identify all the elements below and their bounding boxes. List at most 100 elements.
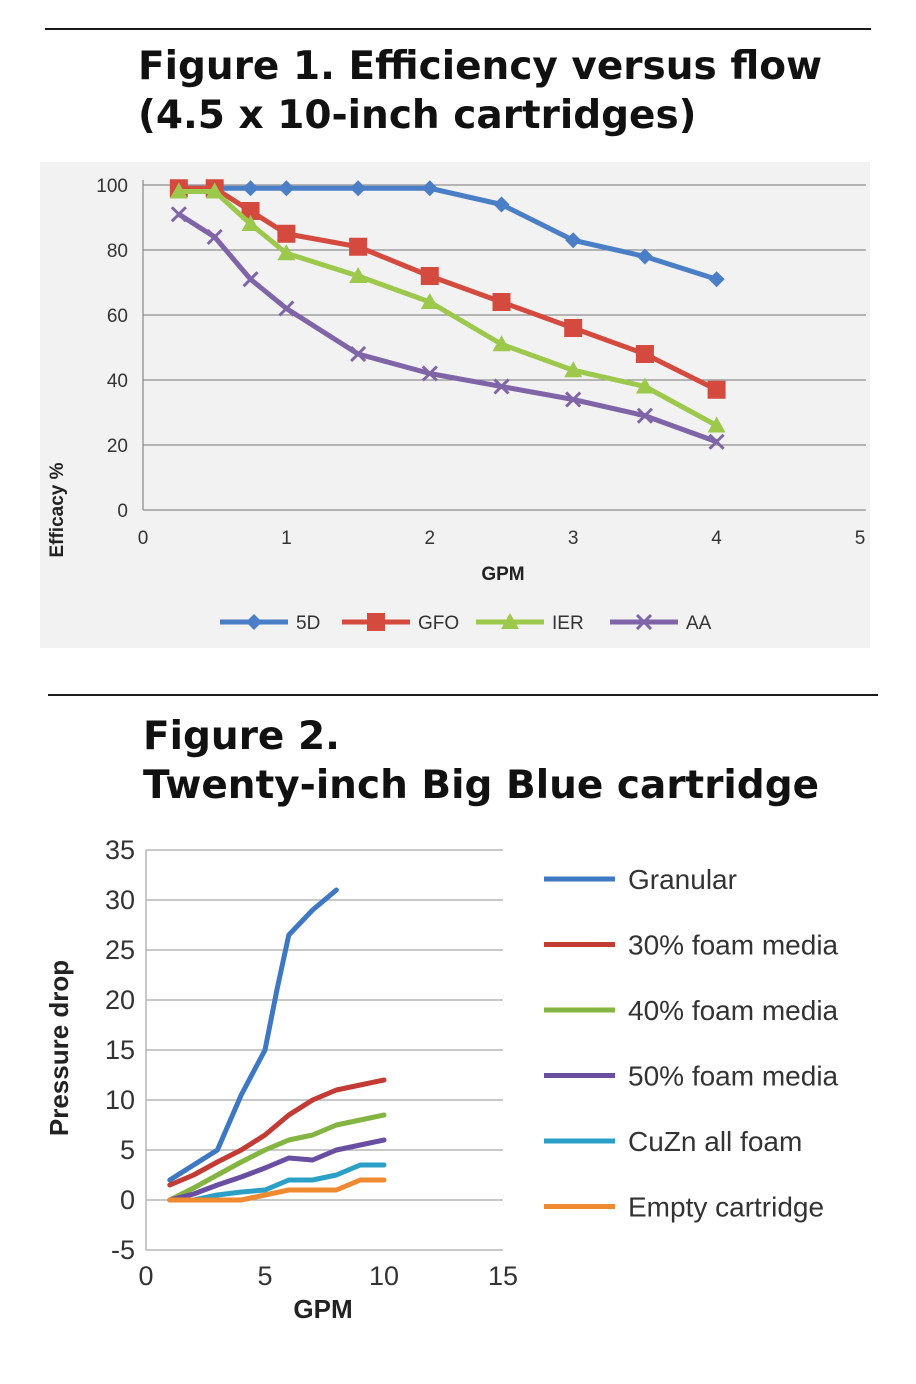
chart2-legend-empty-cartridge-label: Empty cartridge xyxy=(628,1192,824,1223)
chart2-xlabel: GPM xyxy=(293,1294,352,1324)
chart1-series-ier-point-5 xyxy=(420,293,439,309)
chart2-ytick-label-1: 0 xyxy=(120,1185,135,1215)
chart1-series-aa-point-4 xyxy=(350,345,367,363)
chart2-xtick-label-0: 0 xyxy=(138,1261,153,1291)
chart2-legend-40-foam-media-label: 40% foam media xyxy=(628,995,839,1026)
chart1-series-aa-point-3-stroke-b xyxy=(278,300,295,317)
chart2-series-30-foam-media-line xyxy=(167,1077,387,1188)
chart1-series-5d-point-7 xyxy=(565,232,582,249)
chart1-series-aa-point-1-stroke-b xyxy=(206,228,223,246)
chart1-ytick-label-3: 60 xyxy=(107,306,128,327)
chart1-series-gfo-point-4 xyxy=(349,237,368,256)
chart1-series-aa-point-4-stroke-b xyxy=(350,345,367,363)
chart1-series-5d-point-6 xyxy=(493,196,510,213)
chart2-ytick-label-7: 30 xyxy=(105,885,135,915)
chart1-series-gfo-point-8 xyxy=(635,345,654,363)
chart2-series-granular-line xyxy=(167,887,339,1183)
chart1-legend-aa-marker xyxy=(635,613,653,631)
chart2-xtick-label-2: 10 xyxy=(369,1261,399,1291)
chart1-ytick-label-5: 100 xyxy=(96,176,128,197)
chart1-legend-ier-marker xyxy=(501,613,519,629)
chart2-ytick-label-8: 35 xyxy=(105,835,135,865)
chart2-xtick-label-3: 15 xyxy=(488,1261,518,1291)
chart1-series-aa-point-7 xyxy=(565,391,582,408)
chart2-ytick-label-6: 25 xyxy=(105,935,135,965)
chart1-series-aa-line xyxy=(177,212,718,445)
middle-rule xyxy=(48,694,878,696)
figure2-title-line2: Twenty-inch Big Blue cartridge xyxy=(143,763,820,808)
chart1-series-5d-line xyxy=(178,185,718,282)
chart1-legend-gfo-marker xyxy=(367,613,385,631)
chart1-xtick-label-5: 5 xyxy=(855,528,866,549)
figure1-efficiency-chart: 0 20 40 60 80 100 0 1 2 3 4 5 Efficacy % GPM 5D GFO I… xyxy=(40,162,870,648)
chart2-legend-50-foam-media-label: 50% foam media xyxy=(628,1061,839,1092)
chart1-series-5d-point-5 xyxy=(421,180,438,197)
chart1-series-gfo-point-3 xyxy=(277,224,296,243)
top-rule xyxy=(45,28,871,30)
chart1-series-gfo-point-2 xyxy=(241,202,260,220)
chart1-legend-ier-label: IER xyxy=(552,613,584,634)
chart1-legend-gfo-label: GFO xyxy=(418,613,459,634)
chart1-series-5d-point-4 xyxy=(350,180,367,197)
chart1-series-gfo-line xyxy=(178,185,718,392)
chart2-legend-30-foam-media-label: 30% foam media xyxy=(628,930,839,961)
chart1-series-ier-point-4 xyxy=(349,267,368,283)
chart2-ytick-label-5: 20 xyxy=(105,985,135,1015)
chart1-series-ier-line xyxy=(178,189,718,428)
chart1-series-aa-point-5-stroke-b xyxy=(421,365,438,382)
chart1-series-gfo-point-6 xyxy=(492,293,511,311)
chart1-xtick-label-4: 4 xyxy=(711,528,722,549)
chart1-series-ier-point-1 xyxy=(205,182,224,199)
chart2-ylabel: Pressure drop xyxy=(44,960,74,1136)
chart1-series-ier-point-6 xyxy=(492,335,511,352)
chart1-series-aa-point-6 xyxy=(493,378,510,395)
chart2-ytick-label-3: 10 xyxy=(105,1085,135,1115)
chart1-series-ier-point-3 xyxy=(277,244,296,261)
chart1-legend-5d-label: 5D xyxy=(296,613,320,634)
chart1-series-gfo-point-7 xyxy=(564,319,583,337)
chart2-ytick-label-4: 15 xyxy=(105,1035,135,1065)
chart1-xtick-label-2: 2 xyxy=(425,528,436,549)
chart1-ytick-label-1: 20 xyxy=(107,436,128,457)
chart1-series-5d-point-2 xyxy=(242,180,259,197)
chart1-background xyxy=(40,162,870,648)
chart1-ytick-label-4: 80 xyxy=(107,241,128,262)
figure1-title: Figure 1. Efficiency versus flow (4.5 x … xyxy=(138,42,822,140)
chart1-xtick-label-0: 0 xyxy=(138,528,149,549)
chart1-series-aa-point-9-stroke-b xyxy=(708,433,725,450)
chart1-series-ier-point-9 xyxy=(707,416,726,433)
chart1-xtick-label-1: 1 xyxy=(281,528,292,549)
chart1-series-aa-point-2 xyxy=(242,271,259,288)
chart2-ytick-label-2: 5 xyxy=(120,1135,135,1165)
chart2-series-40-foam-media-line xyxy=(167,1112,387,1203)
chart1-legend-aa-marker-stroke-b xyxy=(635,613,653,631)
figure1-title-line1: Figure 1. Efficiency versus flow xyxy=(138,44,823,89)
chart1-series-aa-point-8-stroke-b xyxy=(636,407,653,424)
chart1-series-aa-point-8 xyxy=(636,407,653,424)
chart1-ytick-label-0: 0 xyxy=(117,501,128,522)
chart1-xlabel: GPM xyxy=(481,564,524,585)
chart2-series-50-foam-media-line xyxy=(167,1137,387,1203)
chart1-series-aa-point-2-stroke-b xyxy=(242,271,259,288)
chart1-series-ier-point-0 xyxy=(169,182,188,199)
chart1-series-aa-point-1 xyxy=(206,228,223,246)
chart1-series-gfo-point-5 xyxy=(420,267,439,285)
chart1-series-aa-point-5 xyxy=(421,365,438,382)
chart1-legend-aa-label: AA xyxy=(686,613,712,634)
chart1-series-ier-point-8 xyxy=(635,377,654,394)
chart2-legend-cuzn-all-foam-label: CuZn all foam xyxy=(628,1126,802,1157)
chart1-legend-5d-marker xyxy=(246,614,262,630)
chart1-series-5d-point-9 xyxy=(708,271,725,288)
chart1-series-aa-point-7-stroke-b xyxy=(565,391,582,408)
figure2-title-line1: Figure 2. xyxy=(143,714,340,759)
chart1-ylabel: Efficacy % xyxy=(47,462,68,557)
chart1-series-ier-point-2 xyxy=(241,215,260,231)
chart2-xtick-label-1: 5 xyxy=(257,1261,272,1291)
chart1-series-aa-point-9 xyxy=(708,433,725,450)
chart1-series-aa-point-3 xyxy=(278,300,295,317)
chart1-series-gfo-point-9 xyxy=(707,380,726,399)
figure1-title-line2: (4.5 x 10-inch cartridges) xyxy=(138,93,697,138)
chart1-ytick-label-2: 40 xyxy=(107,371,128,392)
chart1-series-5d-point-3 xyxy=(278,180,295,197)
